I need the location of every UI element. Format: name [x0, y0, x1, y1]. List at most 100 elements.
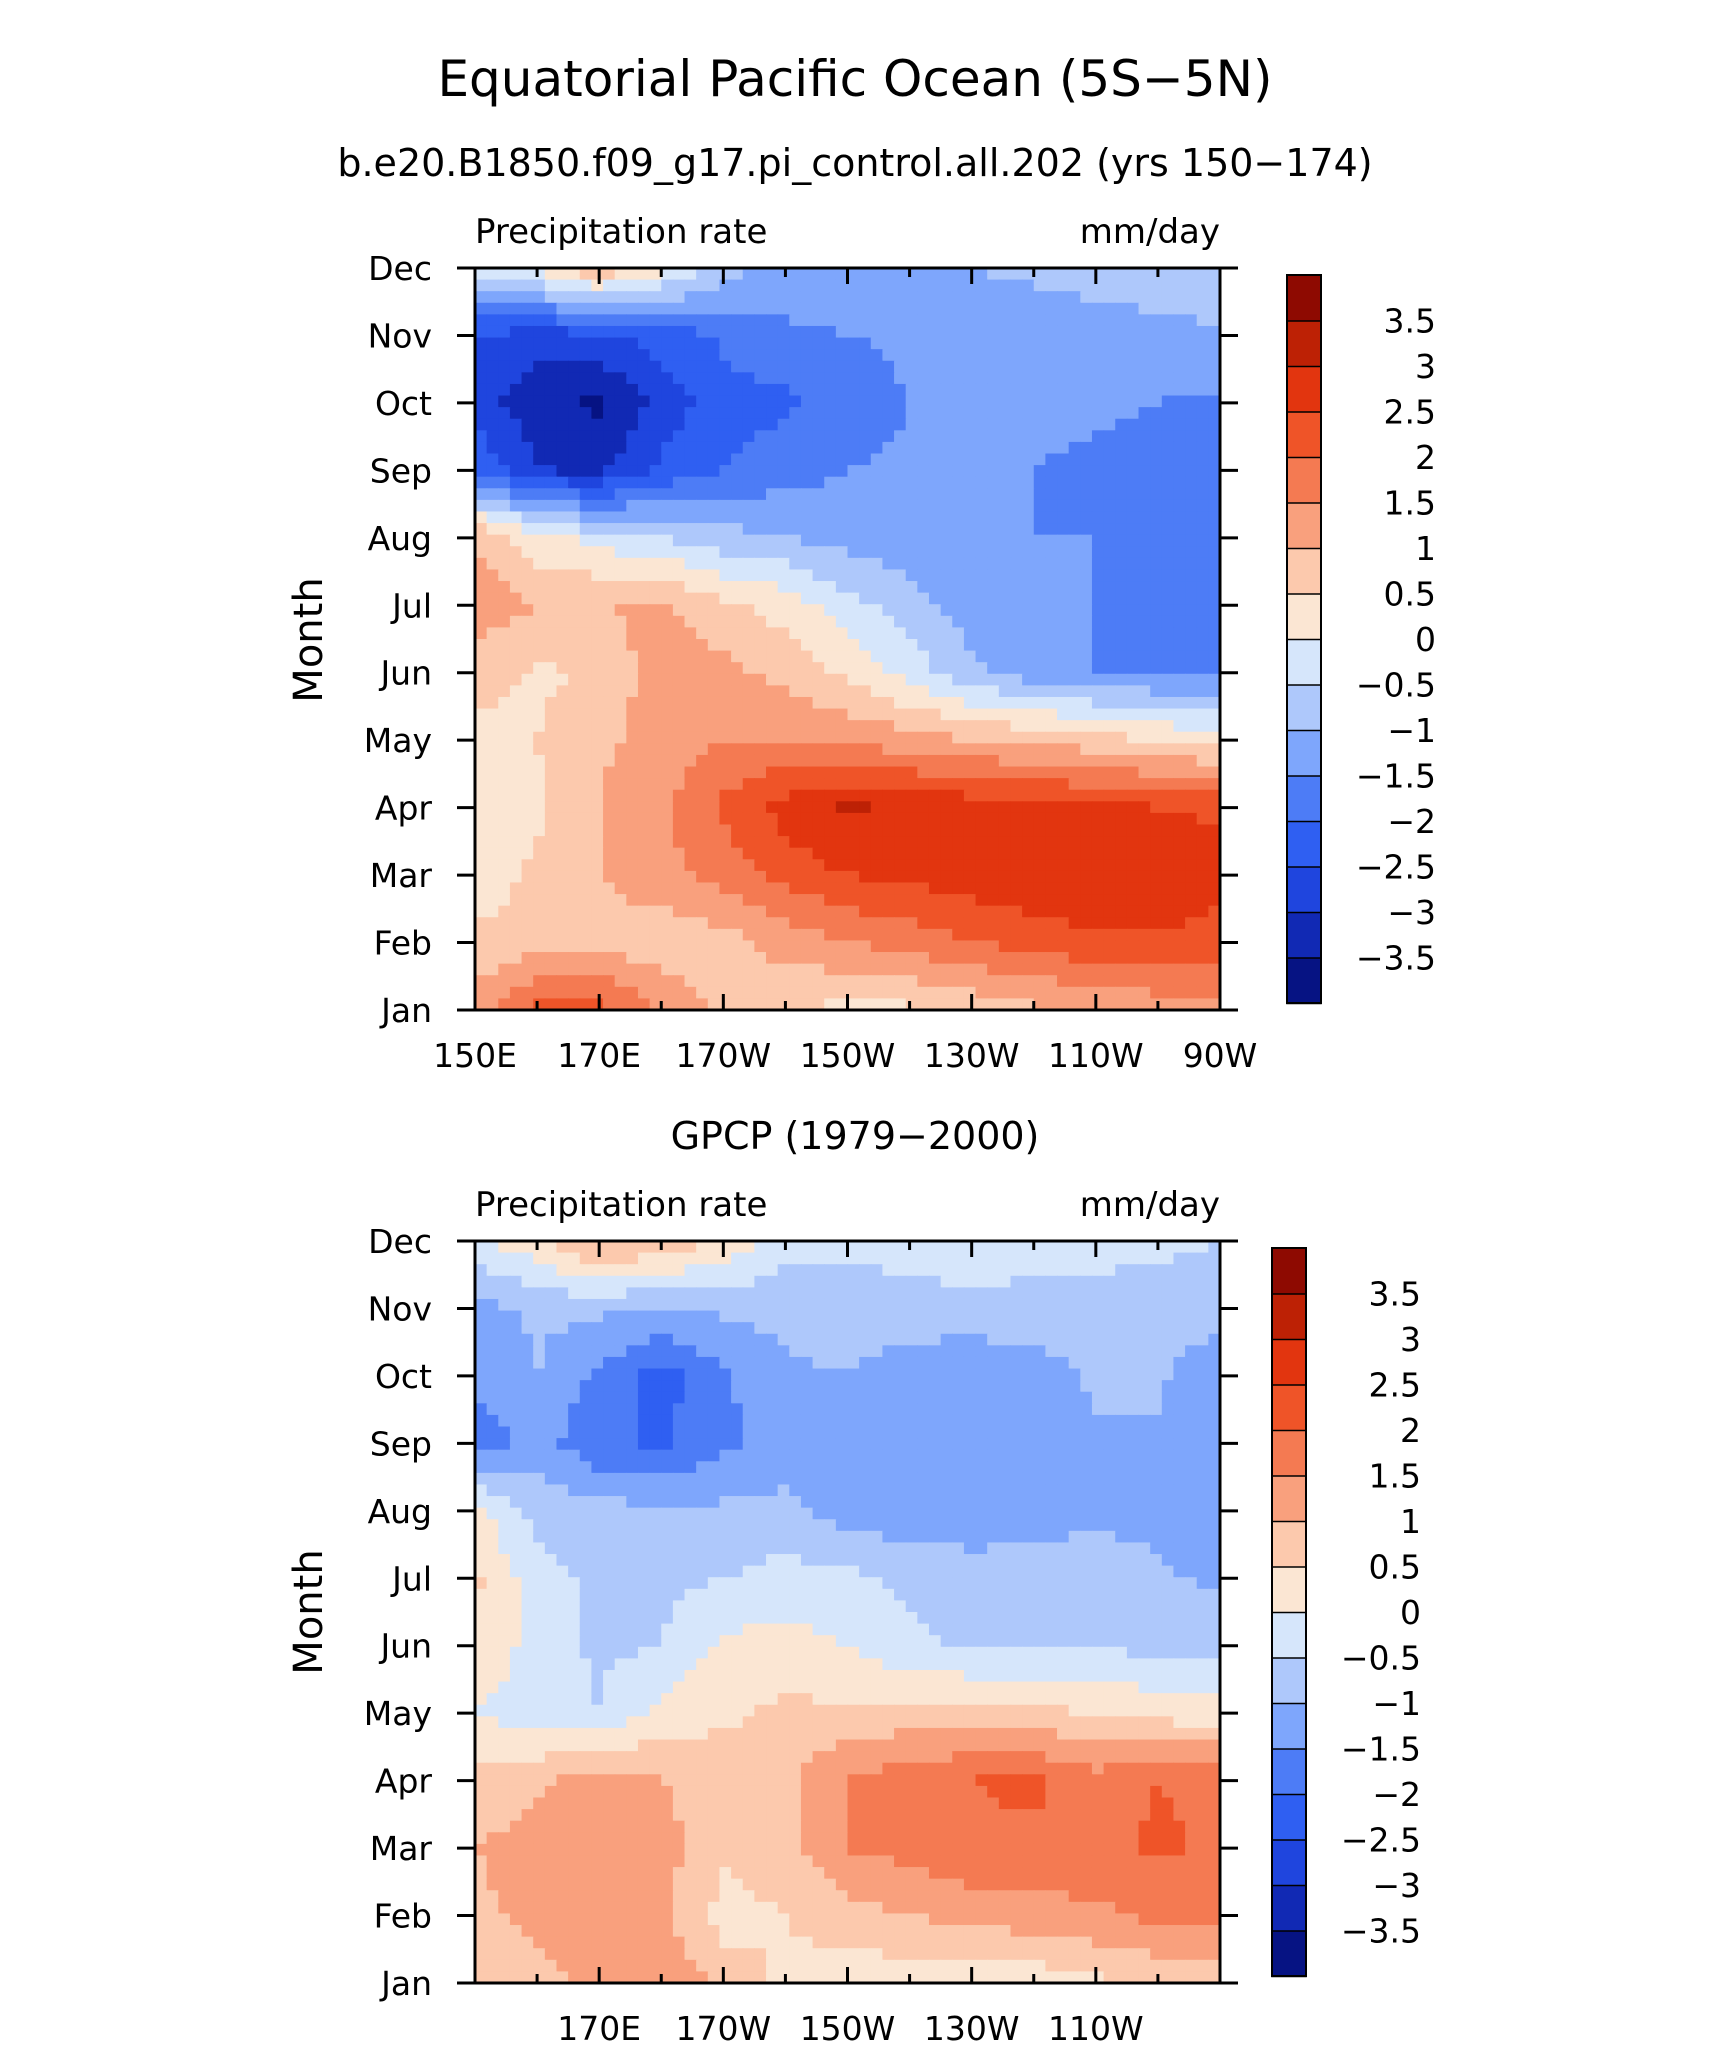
- field-cell: [603, 592, 616, 605]
- field-cell: [1196, 1368, 1209, 1381]
- field-cell: [509, 407, 523, 420]
- field-cell: [1126, 824, 1140, 837]
- field-cell: [870, 998, 884, 1011]
- field-cell: [486, 546, 499, 559]
- field-cell: [754, 1275, 767, 1288]
- field-cell: [952, 1287, 965, 1300]
- field-cell: [1173, 952, 1186, 965]
- field-cell: [1068, 534, 1081, 547]
- field-cell: [940, 372, 953, 385]
- field-cell: [940, 940, 953, 953]
- field-cell: [707, 279, 721, 292]
- field-cell: [1091, 349, 1105, 362]
- field-cell: [1010, 650, 1023, 663]
- field-cell: [777, 581, 790, 594]
- field-cell: [1010, 720, 1023, 733]
- field-cell: [591, 1345, 604, 1358]
- field-cell: [649, 789, 662, 802]
- field-cell: [614, 372, 627, 385]
- field-cell: [789, 1356, 802, 1370]
- field-cell: [579, 534, 593, 547]
- field-cell: [1022, 1310, 1035, 1323]
- field-cell: [987, 534, 1000, 547]
- field-cell: [696, 847, 709, 860]
- field-cell: [498, 1298, 511, 1312]
- field-cell: [1080, 720, 1093, 733]
- field-cell: [1022, 639, 1035, 652]
- field-cell: [952, 395, 965, 408]
- field-cell: [637, 337, 651, 350]
- field-cell: [824, 557, 837, 571]
- field-cell: [952, 812, 965, 826]
- field-cell: [556, 1322, 569, 1335]
- field-cell: [998, 499, 1012, 513]
- field-cell: [614, 581, 627, 594]
- field-cell: [591, 824, 604, 837]
- field-cell: [509, 1252, 523, 1265]
- field-cell: [894, 801, 907, 814]
- field-cell: [1138, 1310, 1151, 1323]
- field-cell: [719, 546, 732, 559]
- field-cell: [812, 754, 825, 768]
- field-cell: [614, 766, 627, 779]
- field-cell: [963, 291, 977, 304]
- field-cell: [707, 511, 721, 524]
- field-cell: [1080, 696, 1093, 710]
- field-cell: [579, 581, 593, 594]
- field-cell: [626, 870, 639, 884]
- field-cell: [917, 383, 930, 397]
- field-cell: [1091, 986, 1105, 999]
- field-cell: [766, 337, 779, 350]
- field-cell: [1010, 870, 1023, 884]
- field-cell: [568, 314, 581, 327]
- field-cell: [696, 383, 709, 397]
- field-cell: [1022, 940, 1035, 953]
- field-cell: [1138, 789, 1151, 802]
- field-cell: [591, 894, 604, 907]
- field-cell: [498, 1368, 511, 1381]
- field-cell: [684, 998, 697, 1011]
- field-cell: [1045, 627, 1058, 640]
- field-cell: [696, 441, 709, 455]
- panel-title: GPCP (1979−2000): [671, 1114, 1040, 1158]
- field-cell: [870, 349, 884, 362]
- field-cell: [731, 349, 744, 362]
- field-cell: [847, 754, 860, 768]
- field-cell: [952, 1356, 965, 1370]
- field-cell: [719, 940, 732, 953]
- field-cell: [1126, 534, 1140, 547]
- field-cell: [905, 662, 918, 675]
- field-cell: [696, 1310, 709, 1323]
- field-cell: [1196, 1298, 1209, 1312]
- field-cell: [766, 349, 779, 362]
- field-cell: [1208, 476, 1221, 489]
- field-cell: [859, 476, 872, 489]
- field-cell: [719, 743, 732, 756]
- field-cell: [544, 673, 558, 686]
- field-cell: [987, 685, 1000, 698]
- field-cell: [1115, 975, 1128, 988]
- field-cell: [475, 824, 488, 837]
- field-cell: [1161, 488, 1175, 501]
- field-cell: [1091, 882, 1105, 895]
- field-cell: [672, 418, 686, 431]
- field-cell: [859, 639, 872, 652]
- field-cell: [707, 894, 721, 907]
- field-cell: [952, 476, 965, 489]
- field-cell: [998, 639, 1012, 652]
- field-cell: [963, 1368, 977, 1381]
- field-cell: [1010, 1322, 1023, 1335]
- field-cell: [568, 1241, 581, 1254]
- field-cell: [1080, 430, 1093, 443]
- field-cell: [975, 836, 988, 849]
- field-cell: [870, 430, 884, 443]
- field-cell: [835, 731, 849, 744]
- field-cell: [1173, 1252, 1186, 1265]
- field-cell: [952, 940, 965, 953]
- field-cell: [1208, 1322, 1221, 1335]
- field-cell: [533, 743, 546, 756]
- field-cell: [661, 928, 674, 942]
- field-cell: [754, 302, 767, 315]
- field-cell: [1068, 639, 1081, 652]
- field-cell: [742, 325, 755, 339]
